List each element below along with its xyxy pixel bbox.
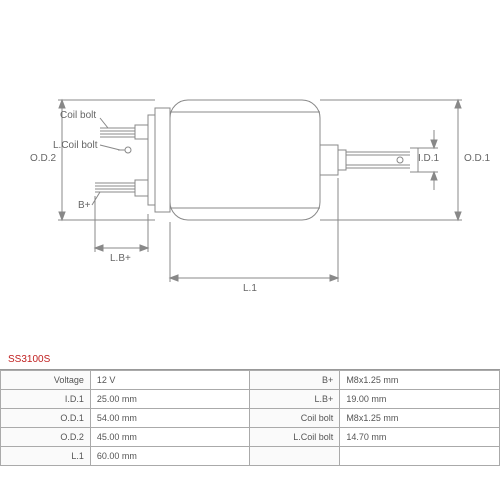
spec-label xyxy=(250,447,340,466)
part-number: SS3100S xyxy=(0,350,500,370)
label-b-plus: B+ xyxy=(78,200,91,211)
label-coil-bolt: Coil bolt xyxy=(60,110,96,121)
label-od2: O.D.2 xyxy=(30,153,56,164)
spec-label: I.D.1 xyxy=(1,390,91,409)
spec-label: L.Coil bolt xyxy=(250,428,340,447)
table-row: L.1 60.00 mm xyxy=(1,447,500,466)
spec-label: L.B+ xyxy=(250,390,340,409)
spec-value: 54.00 mm xyxy=(90,409,250,428)
spec-value: 19.00 mm xyxy=(340,390,500,409)
label-od1: O.D.1 xyxy=(464,153,490,164)
spec-label: Voltage xyxy=(1,371,91,390)
label-lb-plus: L.B+ xyxy=(110,253,131,264)
spec-label: O.D.2 xyxy=(1,428,91,447)
spec-value: 12 V xyxy=(90,371,250,390)
spec-label: Coil bolt xyxy=(250,409,340,428)
table-row: O.D.2 45.00 mm L.Coil bolt 14.70 mm xyxy=(1,428,500,447)
technical-drawing: O.D.2 O.D.1 I.D.1 L.1 L.B+ Coil bolt L.C… xyxy=(0,0,500,340)
table-row: O.D.1 54.00 mm Coil bolt M8x1.25 mm xyxy=(1,409,500,428)
spec-label: O.D.1 xyxy=(1,409,91,428)
spec-value: 25.00 mm xyxy=(90,390,250,409)
spec-value xyxy=(340,447,500,466)
spec-value: 45.00 mm xyxy=(90,428,250,447)
spec-value: M8x1.25 mm xyxy=(340,371,500,390)
label-l-coil-bolt: L.Coil bolt xyxy=(53,140,97,151)
table-row: I.D.1 25.00 mm L.B+ 19.00 mm xyxy=(1,390,500,409)
spec-label: L.1 xyxy=(1,447,91,466)
spec-table: Voltage 12 V B+ M8x1.25 mm I.D.1 25.00 m… xyxy=(0,370,500,466)
specifications: SS3100S Voltage 12 V B+ M8x1.25 mm I.D.1… xyxy=(0,350,500,466)
spec-label: B+ xyxy=(250,371,340,390)
spec-value: 60.00 mm xyxy=(90,447,250,466)
table-row: Voltage 12 V B+ M8x1.25 mm xyxy=(1,371,500,390)
spec-value: M8x1.25 mm xyxy=(340,409,500,428)
label-l1: L.1 xyxy=(243,283,257,294)
spec-value: 14.70 mm xyxy=(340,428,500,447)
label-id1: I.D.1 xyxy=(418,153,439,164)
